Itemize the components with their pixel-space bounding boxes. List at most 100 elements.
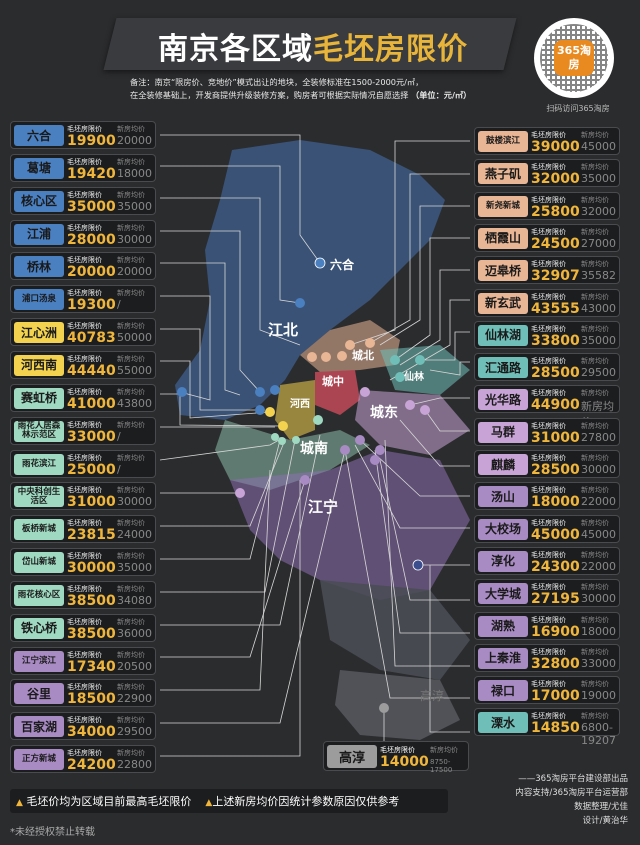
card-right_cards-8: 光华路毛坯房限价44900新房均价新房均价 xyxy=(474,385,620,429)
price-value: 23815 xyxy=(67,527,116,544)
card-right_cards-15: 湖熟 毛坯房限价 16900 新房均价 18000 xyxy=(474,611,620,640)
region-jiangning xyxy=(230,450,470,600)
logo-365-icon: 365淘房 xyxy=(554,40,594,76)
card-name: 汇通路 xyxy=(478,357,528,379)
avg-label: 新房均价 xyxy=(117,289,145,298)
price-value: 31000 xyxy=(531,429,580,446)
card-left_cards-3: 江浦 毛坯房限价 28000 新房均价 30000 xyxy=(10,219,156,248)
avg-label: 新房均价 xyxy=(581,292,609,301)
card-left_cards-0: 六合 毛坯房限价 19900 新房均价 20000 xyxy=(10,121,156,149)
card-name: 江浦 xyxy=(14,223,64,245)
card-name: 雨花核心区 xyxy=(14,584,64,606)
card-name: 淳化 xyxy=(478,550,528,572)
price-value: 18000 xyxy=(531,494,580,511)
avg-value: 19000 xyxy=(581,689,616,703)
card-name: 鼓楼滨江 xyxy=(478,131,528,152)
card-left_cards-10: 雨花滨江 毛坯房限价 25000 新房均价 / xyxy=(10,449,156,478)
map-dots xyxy=(177,257,430,713)
avg-value: 43000 xyxy=(581,301,616,315)
card-left_cards-14: 雨花核心区 毛坯房限价 38500 新房均价 34080 xyxy=(10,580,156,609)
card-right_cards-16: 上秦淮 毛坯房限价 32800 新房均价 33000 xyxy=(474,643,620,672)
avg-label: 新房均价 xyxy=(581,131,609,139)
price-label: 毛坯房限价 xyxy=(380,746,415,754)
region-chengzhong xyxy=(315,370,360,415)
avg-value: 30000 xyxy=(117,495,152,509)
avg-value: 30000 xyxy=(581,592,616,606)
avg-value: 22800 xyxy=(117,758,152,772)
region-xianlin xyxy=(380,345,470,395)
avg-label: 新房均价 xyxy=(581,680,609,689)
avg-label: 新房均价 xyxy=(117,190,145,199)
price-value: 24500 xyxy=(531,235,580,252)
card-name: 高淳 xyxy=(327,745,377,768)
price-label: 毛坯房限价 xyxy=(67,519,102,528)
avg-label: 新房均价 xyxy=(581,712,609,721)
card-right_cards-3: 栖霞山 毛坯房限价 24500 新房均价 27000 xyxy=(474,223,620,252)
price-label: 毛坯房限价 xyxy=(67,617,102,626)
card-name: 燕子矶 xyxy=(478,163,528,185)
price-label: 毛坯房限价 xyxy=(67,289,102,298)
avg-value: 30000 xyxy=(581,463,616,476)
credits: ——365淘房平台建设部出品 内容支持/365淘房平台运营部 数据整理/尤佳 设… xyxy=(515,774,628,826)
avg-label: 新房均价 xyxy=(117,650,145,659)
price-value: 19300 xyxy=(67,297,116,314)
card-name: 板桥新城 xyxy=(14,519,64,541)
avg-label: 新房均价 xyxy=(117,387,145,396)
card-left_cards-7: 河西南 毛坯房限价 44440 新房均价 55000 xyxy=(10,350,156,379)
avg-value: 33000 xyxy=(581,656,616,670)
price-value: 28000 xyxy=(67,231,116,248)
avg-value: 30000 xyxy=(117,232,152,246)
avg-label: 新房均价 xyxy=(581,195,609,204)
price-label: 毛坯房限价 xyxy=(67,157,102,166)
price-value: 24200 xyxy=(67,757,116,774)
price-value: 38500 xyxy=(67,592,116,609)
card-name: 雨花人居森林示范区 xyxy=(14,420,64,442)
avg-value: 18000 xyxy=(117,166,152,180)
price-label: 毛坯房限价 xyxy=(531,389,566,398)
card-name: 河西南 xyxy=(14,354,64,376)
price-value: 32907 xyxy=(531,268,580,285)
price-label: 毛坯房限价 xyxy=(67,190,102,199)
avg-value: 27000 xyxy=(581,236,616,250)
card-name: 谷里 xyxy=(14,683,64,705)
avg-label: 新房均价 xyxy=(117,486,145,495)
avg-value: / xyxy=(117,429,121,443)
card-name: 核心区 xyxy=(14,190,64,212)
price-label: 毛坯房限价 xyxy=(531,486,566,495)
avg-value: 32000 xyxy=(581,204,616,218)
card-left_cards-2: 核心区 毛坯房限价 35000 新房均价 35000 xyxy=(10,186,156,215)
avg-value: 35582 xyxy=(581,269,616,283)
card-name: 湖熟 xyxy=(478,615,528,637)
avg-label: 新房均价 xyxy=(117,617,145,626)
card-name: 上秦淮 xyxy=(478,647,528,669)
note: 备注：南京“限房价、竞地价”模式出让的地块，全装修标准在1500-2000元/㎡… xyxy=(130,77,472,100)
avg-label: 新房均价 xyxy=(430,746,458,754)
price-label: 毛坯房限价 xyxy=(531,163,566,172)
triangle-icon: ▲ xyxy=(205,798,213,808)
price-value: 25000 xyxy=(67,461,116,478)
price-value: 41000 xyxy=(67,395,116,412)
map-label-chengbei: 城北 xyxy=(352,348,374,362)
page-title: 南京各区域毛坯房限价 xyxy=(158,32,468,67)
card-name: 岱山新城 xyxy=(14,552,64,574)
map-label-chengdong: 城东 xyxy=(370,404,398,421)
card-name: 江宁滨江 xyxy=(14,650,64,672)
avg-label: 新房均价 xyxy=(117,749,145,758)
card-name: 栖霞山 xyxy=(478,227,528,249)
avg-label: 新房均价 xyxy=(117,223,145,232)
avg-value: 29500 xyxy=(581,366,616,380)
avg-value: 29500 xyxy=(117,725,152,739)
card-name: 六合 xyxy=(14,125,64,146)
avg-value: 36000 xyxy=(117,626,152,640)
price-value: 19420 xyxy=(67,165,116,182)
avg-label: 新房均价 xyxy=(581,454,609,462)
card-left_cards-19: 正方新城 毛坯房限价 24200 新房均价 22800 xyxy=(10,745,156,774)
price-label: 毛坯房限价 xyxy=(67,749,102,758)
card-name: 新玄武 xyxy=(478,292,528,314)
region-chengdong xyxy=(355,390,470,455)
avg-value: / xyxy=(117,462,121,476)
price-value: 44440 xyxy=(67,362,116,379)
card-name: 汤山 xyxy=(478,486,528,508)
price-label: 毛坯房限价 xyxy=(67,125,102,133)
footer-notes: ▲ 毛坯价均为区域目前最高毛坯限价 ▲上述新房均价因统计参数原因仅供参考 xyxy=(10,789,448,813)
